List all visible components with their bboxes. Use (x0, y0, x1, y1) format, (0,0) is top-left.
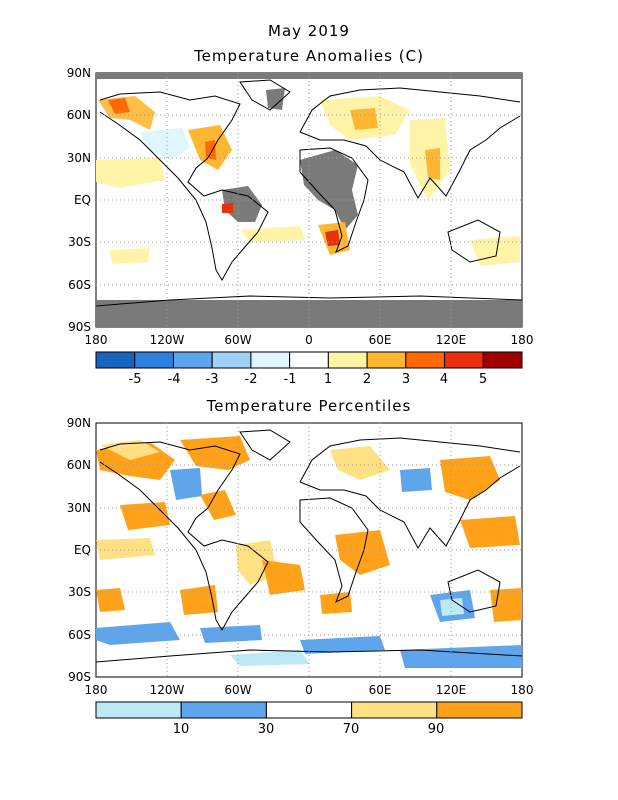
lat-label-90n: 90N (67, 66, 91, 80)
anomaly-label-minus4: -4 (168, 372, 181, 387)
lat-label-30n-bottom: 30N (67, 501, 91, 515)
anomaly-label-3: 3 (402, 372, 410, 387)
anomaly-swatch-5 (289, 351, 329, 369)
lon-label-120e-bottom: 120E (436, 683, 467, 697)
anomaly-label-minus1: -1 (284, 372, 297, 387)
lon-label-180w-bottom: 180 (85, 683, 108, 697)
anomaly-colorbar-labels: -5 -4 -3 -2 -1 1 2 3 4 5 (129, 372, 488, 387)
percentile-label-70: 70 (343, 722, 360, 737)
lon-label-120w-bottom: 120W (150, 683, 185, 697)
anomaly-map (95, 72, 523, 328)
lon-label-0: 0 (305, 333, 313, 347)
anomaly-colorbar (95, 351, 523, 369)
lat-label-60n-bottom: 60N (67, 458, 91, 472)
lat-label-60n: 60N (67, 108, 91, 122)
map-title: May 2019 (268, 22, 350, 40)
anomaly-label-4: 4 (440, 372, 448, 387)
lat-label-90s: 90S (68, 320, 91, 334)
percentile-swatch-0 (95, 701, 182, 719)
lat-label-eq: EQ (74, 193, 91, 207)
lon-label-120w: 120W (150, 333, 185, 347)
percentile-swatch-3 (351, 701, 438, 719)
percentile-map (95, 422, 523, 678)
percentile-label-30: 30 (258, 722, 275, 737)
anomaly-swatch-8 (405, 351, 446, 369)
anomaly-swatch-0 (95, 351, 136, 369)
anomaly-label-2: 2 (363, 372, 371, 387)
anomaly-label-1: 1 (324, 372, 332, 387)
anomaly-swatch-10 (482, 351, 523, 369)
lon-label-60e: 60E (369, 333, 392, 347)
anomaly-label-minus2: -2 (245, 372, 258, 387)
lon-label-0-bottom: 0 (305, 683, 313, 697)
lat-label-90s-bottom: 90S (68, 670, 91, 684)
percentile-label-10: 10 (173, 722, 190, 737)
anomaly-swatch-9 (444, 351, 484, 369)
anomaly-swatch-6 (327, 351, 368, 369)
lat-label-30s: 30S (68, 235, 91, 249)
coastlines (95, 79, 523, 307)
lat-label-60s: 60S (68, 278, 91, 292)
lat-label-90n-bottom: 90N (67, 416, 91, 430)
anomaly-swatch-1 (134, 351, 174, 369)
graticule-bottom (96, 423, 522, 677)
percentile-colorbar-labels: 10 30 70 90 (173, 722, 445, 737)
anomaly-swatch-3 (211, 351, 252, 369)
percentile-colorbar (95, 701, 523, 719)
lon-label-180e-bottom: 180 (511, 683, 534, 697)
lat-label-30s-bottom: 30S (68, 585, 91, 599)
anomaly-swatch-2 (172, 351, 213, 369)
top-lat-labels: 90N 60N 30N EQ 30S 60S 90S (67, 66, 91, 334)
lat-label-eq-bottom: EQ (74, 543, 91, 557)
lon-label-60e-bottom: 60E (369, 683, 392, 697)
bottom-map-title: Temperature Percentiles (206, 397, 412, 415)
percentile-swatch-4 (436, 701, 523, 719)
bottom-lon-labels: 180 120W 60W 0 60E 120E 180 (85, 683, 534, 697)
lon-label-120e: 120E (436, 333, 467, 347)
lon-label-180w: 180 (85, 333, 108, 347)
anomaly-swatch-4 (250, 351, 291, 369)
anomaly-swatch-7 (366, 351, 407, 369)
anomaly-label-minus3: -3 (206, 372, 219, 387)
top-lon-labels: 180 120W 60W 0 60E 120E 180 (85, 333, 534, 347)
coastlines-bottom (95, 429, 523, 663)
lon-label-60w: 60W (224, 333, 251, 347)
missing-data-arctic (96, 73, 522, 79)
graticule (96, 73, 522, 327)
lon-label-60w-bottom: 60W (224, 683, 251, 697)
top-map-subtitle: Temperature Anomalies (C) (194, 47, 424, 65)
lat-label-30n: 30N (67, 151, 91, 165)
bottom-lat-labels: 90N 60N 30N EQ 30S 60S 90S (67, 416, 91, 684)
anomaly-patches (96, 88, 520, 266)
lon-label-180e: 180 (511, 333, 534, 347)
percentile-swatch-2 (265, 701, 353, 719)
lat-label-60s-bottom: 60S (68, 628, 91, 642)
percentile-swatch-1 (180, 701, 267, 719)
percentile-label-90: 90 (428, 722, 445, 737)
anomaly-label-5: 5 (479, 372, 487, 387)
anomaly-label-minus5: -5 (129, 372, 142, 387)
